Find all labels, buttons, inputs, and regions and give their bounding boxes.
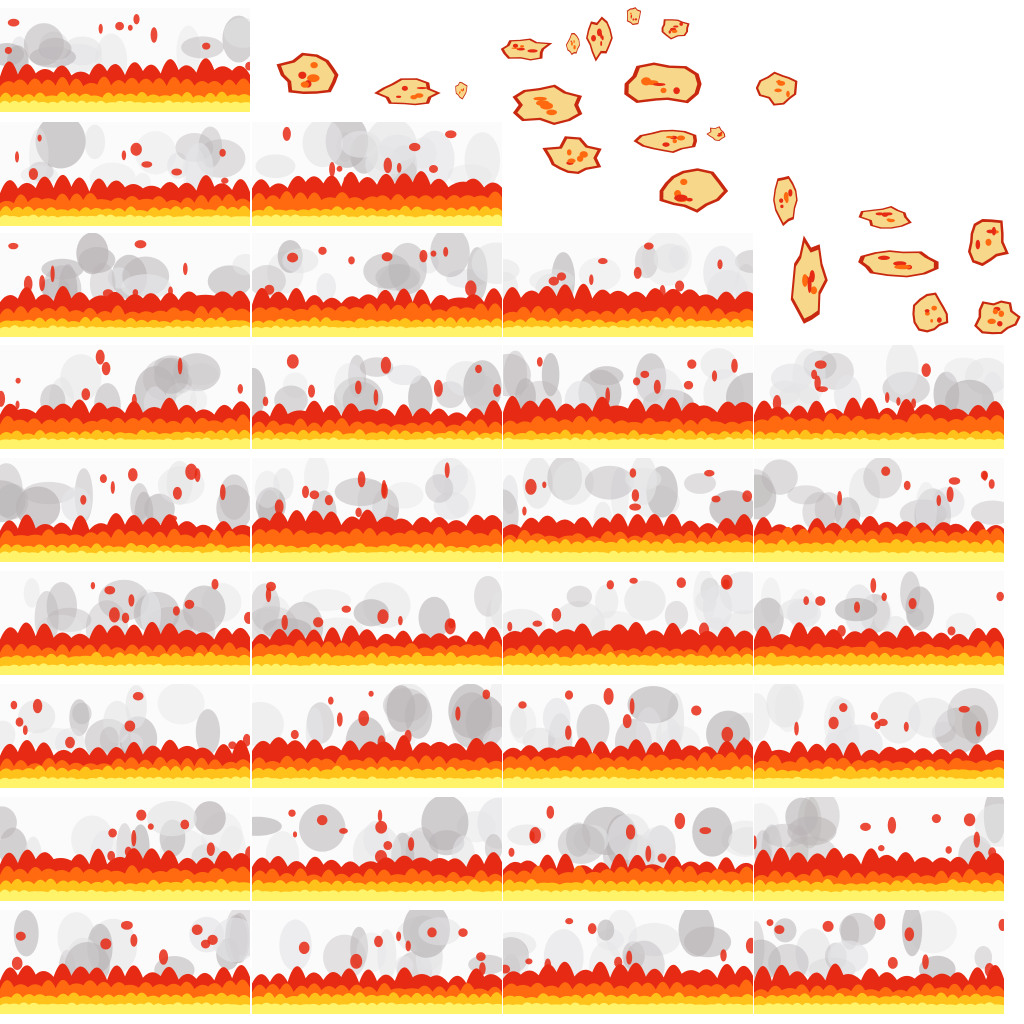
ember-sprite-5 [620,60,704,108]
fire-frame-10 [754,345,1004,449]
fire-frame-5 [252,233,502,337]
ember-sprite-8 [652,166,728,216]
fire-frame-12 [252,458,502,562]
ember-sprite-4 [506,84,586,126]
fire-frame-6 [503,233,753,337]
ember-sprite-12 [772,172,800,228]
ember-sprite-2 [374,78,444,108]
ember-sprite-1 [272,50,348,100]
fire-frame-8 [252,345,502,449]
fire-frame-15 [0,571,250,675]
fire-frame-17 [503,571,753,675]
fire-frame-21 [503,684,753,788]
fire-frame-20 [252,684,502,788]
ember-sprite-20 [454,80,468,100]
fire-frame-7 [0,345,250,449]
fire-frame-19 [0,684,250,788]
fire-frame-25 [503,797,753,901]
fire-frame-30 [754,910,1004,1014]
fire-frame-26 [754,797,1004,901]
fire-frame-4 [0,233,250,337]
fire-frame-24 [252,797,502,901]
ember-sprite-10 [584,14,614,62]
ember-sprite-21 [566,32,580,58]
ember-sprite-3 [496,36,554,62]
ember-sprite-9 [756,70,802,106]
ember-sprite-14 [858,204,914,230]
fire-frame-11 [0,458,250,562]
fire-frame-28 [252,910,502,1014]
ember-sprite-22 [626,4,642,28]
fire-frame-14 [754,458,1004,562]
fire-frame-22 [754,684,1004,788]
fire-frame-29 [503,910,753,1014]
fire-frame-18 [754,571,1004,675]
fire-frame-3 [252,122,502,226]
fire-frame-16 [252,571,502,675]
ember-sprite-19 [706,126,728,142]
fire-frame-23 [0,797,250,901]
ember-sprite-11 [656,16,694,40]
fire-frame-13 [503,458,753,562]
fire-frame-1 [0,8,250,112]
ember-sprite-18 [972,296,1022,338]
ember-sprite-7 [632,126,702,156]
ember-sprite-15 [850,246,944,278]
ember-sprite-17 [910,292,952,336]
ember-sprite-16 [962,214,1012,270]
fire-frame-9 [503,345,753,449]
ember-sprite-6 [540,136,606,180]
fire-frame-27 [0,910,250,1014]
fire-frame-2 [0,122,250,226]
ember-sprite-13 [788,232,828,328]
